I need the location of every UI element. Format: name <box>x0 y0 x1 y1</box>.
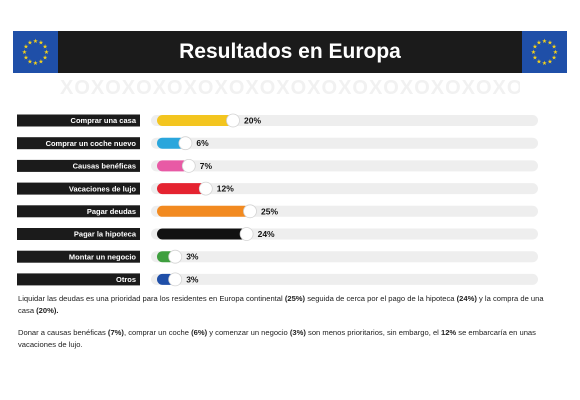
flag-star: ★ <box>547 40 552 47</box>
value-label: 24% <box>258 229 275 239</box>
category-label-bg <box>17 182 140 195</box>
flag-star: ★ <box>42 44 47 51</box>
flag-star: ★ <box>27 40 32 47</box>
bar-knob <box>198 181 213 196</box>
category-label: Comprar un coche nuevo <box>46 139 137 148</box>
value-label: 7% <box>200 161 213 171</box>
flag-star: ★ <box>551 44 556 51</box>
flag-star: ★ <box>542 38 547 45</box>
bar-knob <box>243 204 257 219</box>
bar <box>157 115 233 126</box>
flag-star: ★ <box>23 55 28 62</box>
flag-star: ★ <box>23 44 28 51</box>
summary-text: Liquidar las deudas es una prioridad par… <box>18 293 558 361</box>
header-banner: ★ ★ ★ ★ ★ ★ ★ ★ ★ ★ ★ ★ Resultados en Europa ★ ★ ★ ★ ★ ★… <box>13 31 567 73</box>
flag-star: ★ <box>33 38 38 45</box>
text-run: 12% <box>440 328 457 337</box>
bar-knob <box>168 272 183 287</box>
flag-star: ★ <box>532 44 537 51</box>
category-label-bg <box>17 205 140 218</box>
bar-track <box>151 251 538 263</box>
category-label-bg <box>17 250 140 263</box>
bar <box>157 183 206 195</box>
category-label: Pagar deudas <box>87 207 136 216</box>
flag-star: ★ <box>547 59 552 66</box>
category-label-bg <box>17 228 140 240</box>
background-pattern: XOXOXOXOXOXOXOXOXOXOXOXOXOXOXOXOXOXOXOXO… <box>60 78 520 99</box>
flag-star: ★ <box>38 59 43 66</box>
text-run: Liquidar las deudas es una prioridad par… <box>18 294 285 303</box>
category-label-bg <box>17 159 140 172</box>
flag-star: ★ <box>553 49 558 56</box>
category-label: Causas benéficas <box>73 162 136 171</box>
text-run: , comprar un coche <box>123 328 192 337</box>
eu-flag-icon: ★ ★ ★ ★ ★ ★ ★ ★ ★ ★ ★ ★ <box>522 31 567 73</box>
text-run: (24%) <box>456 294 477 303</box>
flag-star: ★ <box>536 59 541 66</box>
category-label-bg <box>17 137 140 150</box>
flag-star: ★ <box>22 49 27 56</box>
bar-track <box>151 137 538 149</box>
text-run: (6%) <box>191 328 208 337</box>
text-run: y la compra de una casa <box>18 294 544 315</box>
flag-star: ★ <box>33 60 38 67</box>
bar <box>157 137 186 149</box>
bar-track <box>151 273 538 285</box>
bar-track <box>151 115 538 126</box>
summary-paragraph-2: Donar a causas benéficas (7%), comprar u… <box>18 327 558 351</box>
text-run: (3%) <box>289 328 306 337</box>
flag-star: ★ <box>532 55 537 62</box>
category-label: Montar un negocio <box>69 252 136 261</box>
bar <box>157 160 189 172</box>
bar-knob <box>178 136 193 151</box>
flag-star: ★ <box>44 49 49 56</box>
text-run: (25%) <box>284 294 306 303</box>
flag-star: ★ <box>38 40 43 47</box>
flag-star: ★ <box>27 59 32 66</box>
text-run: y comenzar un negocio <box>207 328 290 337</box>
category-label-bg <box>17 273 140 286</box>
flag-star: ★ <box>542 60 547 67</box>
text-run: se embarcaría en unas vacaciones de lujo… <box>18 328 536 349</box>
flag-star: ★ <box>551 55 556 62</box>
value-label: 20% <box>244 116 261 126</box>
bar <box>157 205 250 217</box>
text-run: seguida de cerca por el pago de la hipot… <box>305 294 457 303</box>
category-label: Comprar una casa <box>71 116 137 125</box>
bar-track <box>151 183 538 195</box>
text-run: Donar a causas benéficas <box>18 328 108 337</box>
value-label: 3% <box>186 252 199 262</box>
category-label-bg <box>17 114 140 127</box>
flag-star: ★ <box>536 40 541 47</box>
summary-paragraph-1: Liquidar las deudas es una prioridad par… <box>18 293 558 317</box>
value-label: 6% <box>196 138 209 148</box>
category-label: Otros <box>116 275 136 284</box>
text-run: (20%). <box>36 306 59 315</box>
bar <box>157 228 247 240</box>
bar-knob <box>181 158 196 173</box>
value-label: 25% <box>261 206 278 216</box>
value-label: 12% <box>217 184 234 194</box>
eu-flag-icon: ★ ★ ★ ★ ★ ★ ★ ★ ★ ★ ★ ★ <box>13 31 58 73</box>
bar-track <box>151 160 538 172</box>
flag-star: ★ <box>42 55 47 62</box>
value-label: 3% <box>186 274 199 284</box>
page-title: Resultados en Europa <box>179 40 401 63</box>
category-label: Pagar la hipoteca <box>74 230 137 239</box>
bar-knob <box>239 227 254 241</box>
text-run: (7%) <box>107 328 124 337</box>
text-run: son menos prioritarios, sin embargo, el <box>305 328 441 337</box>
flag-star: ★ <box>531 49 536 56</box>
bar-knob <box>226 113 240 128</box>
category-label: Vacaciones de lujo <box>69 184 137 193</box>
bar-knob <box>168 249 183 264</box>
